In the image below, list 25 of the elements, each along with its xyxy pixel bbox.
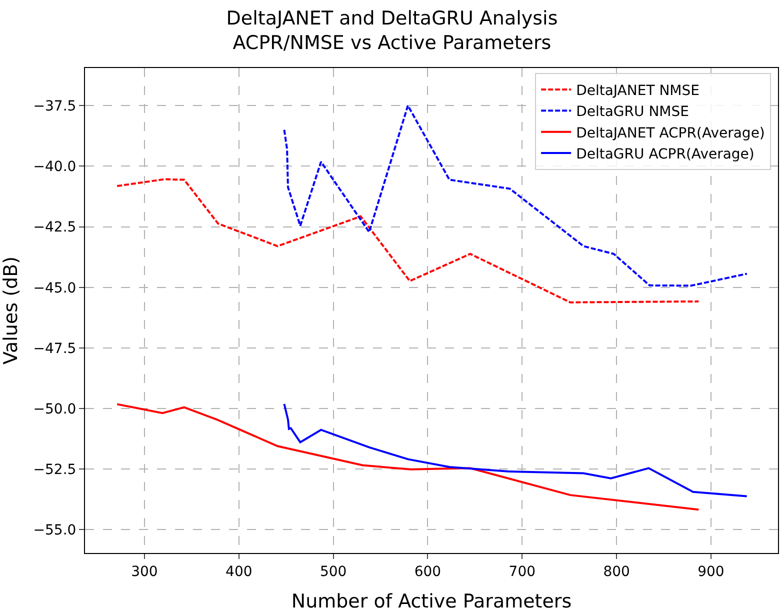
legend-label: DeltaGRU ACPR(Average) [576,146,754,163]
y-tick-label: −45.0 [33,280,76,296]
y-tick-label: −55.0 [33,522,76,539]
chart-title: DeltaJANET and DeltaGRU Analysis ACPR/NMSE vs Active Parameters [226,8,558,54]
y-axis-title: Values (dB) [0,256,22,365]
y-tick-label: −37.5 [33,98,76,114]
line-series [283,402,748,498]
line-series [116,403,700,511]
y-tick-label: −52.5 [33,462,76,478]
x-tick-label: 900 [698,564,724,580]
y-tick-label: −50.0 [33,401,76,418]
x-tick-label: 400 [226,564,252,580]
legend-label: DeltaGRU NMSE [576,104,689,120]
x-tick-label: 700 [508,564,536,580]
x-tick-label: 800 [603,564,630,580]
x-tick-label: 500 [320,564,347,580]
x-tick-label: 600 [414,564,442,580]
legend-label: DeltaJANET NMSE [576,82,700,99]
x-axis-title: Number of Active Parameters [291,590,572,613]
y-tick-label: −47.5 [33,340,76,357]
y-tick-label: −42.5 [33,220,76,236]
line-series [116,178,700,304]
y-tick-label: −40.0 [33,159,76,176]
legend-label: DeltaJANET ACPR(Average) [576,125,765,142]
x-tick-label: 300 [131,564,158,580]
